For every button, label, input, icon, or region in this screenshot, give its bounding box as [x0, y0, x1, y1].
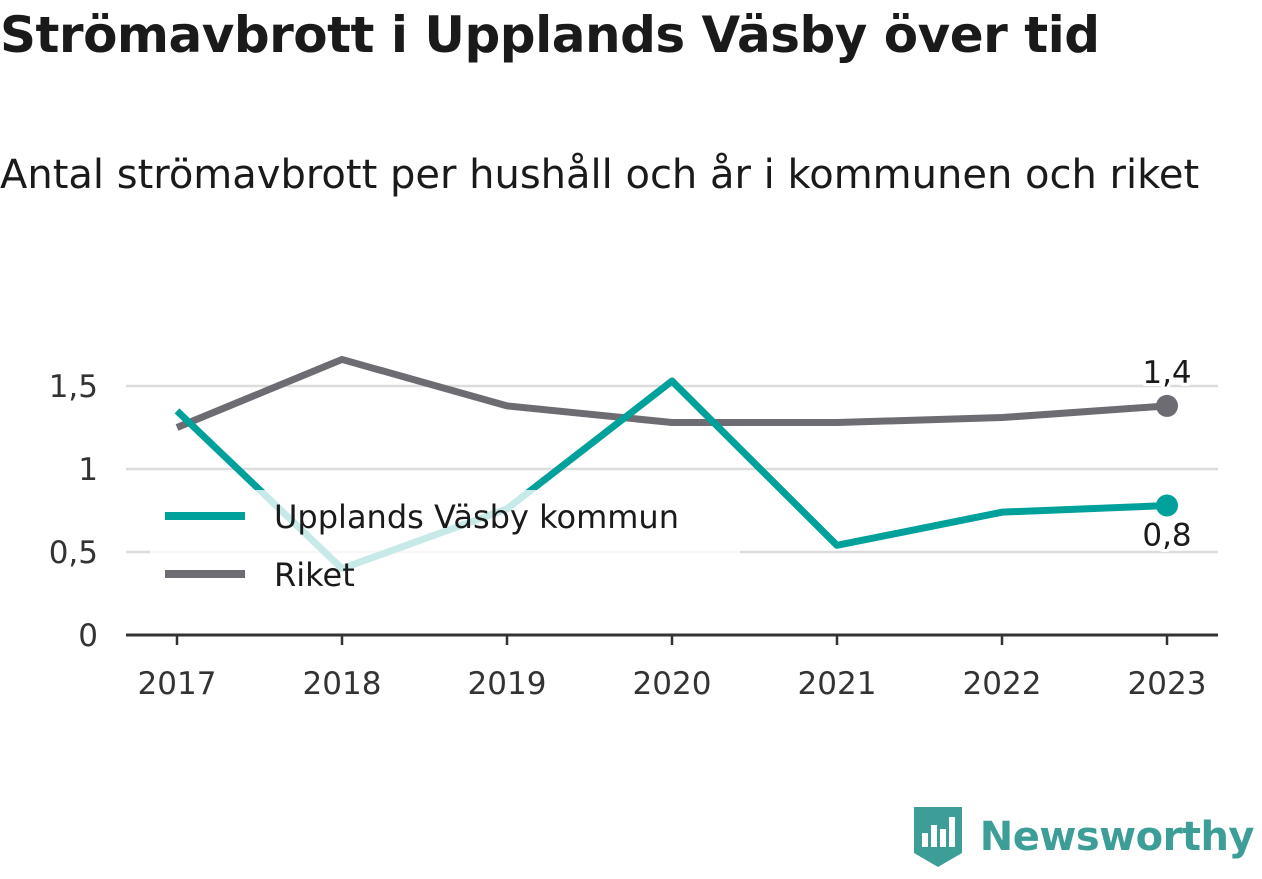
end-value-label: 0,8 — [1142, 518, 1191, 554]
series-line-riket — [175, 355, 1168, 431]
chart-title: Strömavbrott i Upplands Väsby över tid — [0, 6, 1100, 64]
chart-subtitle: Antal strömavbrott per hushåll och år i … — [0, 152, 1200, 198]
x-tick-label: 2017 — [138, 666, 217, 702]
y-tick-label: 1,5 — [49, 369, 98, 405]
x-tick-label: 2019 — [468, 666, 547, 702]
y-tick-label: 0,5 — [49, 535, 98, 571]
y-tick-label: 1 — [78, 452, 98, 488]
x-tick-label: 2018 — [303, 666, 382, 702]
end-value-label: 1,4 — [1142, 355, 1191, 391]
legend-backdrop — [150, 490, 740, 602]
end-point-marker — [1156, 394, 1178, 417]
y-tick-label: 0 — [78, 618, 98, 654]
legend-label: Riket — [274, 556, 355, 594]
brand-logo: Newsworthy — [913, 807, 1255, 867]
x-tick-label: 2021 — [798, 666, 877, 702]
newsworthy-logo-icon — [913, 807, 962, 867]
x-tick-label: 2023 — [1128, 666, 1207, 702]
x-tick-label: 2020 — [633, 666, 712, 702]
x-tick-label: 2022 — [963, 666, 1042, 702]
end-point-marker — [1156, 494, 1178, 517]
legend-label: Upplands Väsby kommun — [274, 498, 679, 536]
brand-name: Newsworthy — [979, 814, 1255, 860]
